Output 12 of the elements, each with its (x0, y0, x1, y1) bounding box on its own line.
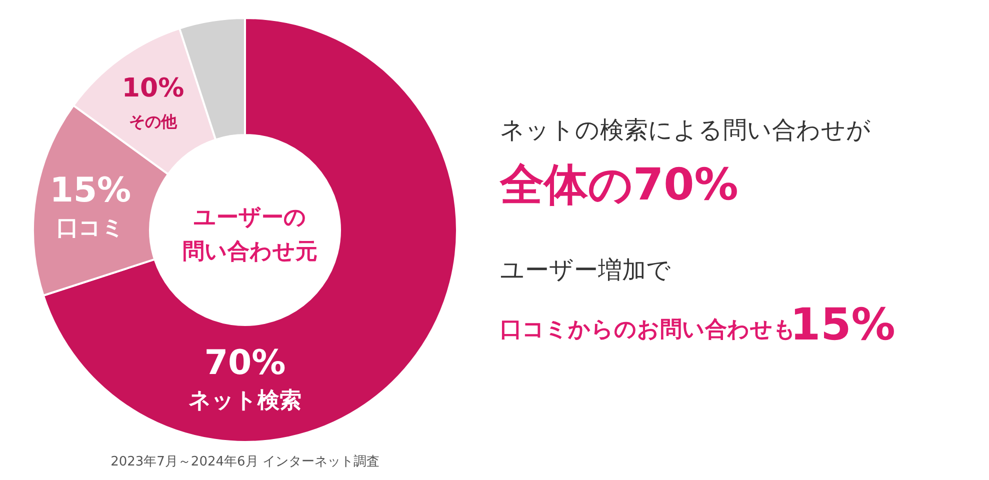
slice-label: ネット検索 (188, 388, 302, 414)
slice-label: その他 (129, 112, 178, 131)
slice-label: 口コミ (56, 216, 124, 242)
data-label: 10% (122, 73, 184, 104)
text: 全体の70% (499, 160, 738, 210)
text: 口コミからのお問い合わせも (500, 318, 796, 342)
data-label: 15% (50, 170, 132, 211)
text: ユーザー増加で (500, 256, 671, 284)
text: ネットの検索による問い合わせが (500, 116, 871, 144)
text: ユーザーの問い合わせ元 (182, 206, 318, 264)
text: 2023年7月～2024年6月 インターネット調査 (110, 454, 380, 470)
data-label: 70% (204, 343, 286, 383)
